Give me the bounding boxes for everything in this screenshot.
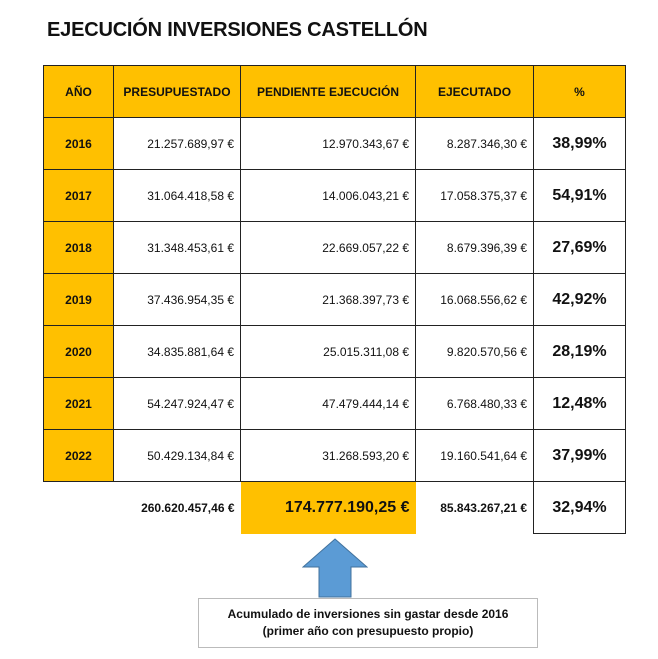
ejecutado-cell: 8.679.396,39 € <box>415 221 534 274</box>
presupuestado-cell: 21.257.689,97 € <box>113 117 241 170</box>
ejecutado-cell: 9.820.570,56 € <box>415 325 534 378</box>
percent-cell: 54,91% <box>533 169 626 222</box>
ejecutado-cell: 17.058.375,37 € <box>415 169 534 222</box>
percent-cell: 38,99% <box>533 117 626 170</box>
table-row: 2018 31.348.453,61 €22.669.057,22 €8.679.… <box>43 221 626 274</box>
year-cell: 2021 <box>43 377 114 430</box>
presupuestado-cell: 54.247.924,47 € <box>113 377 241 430</box>
table-row: 2022 50.429.134,84 €31.268.593,20 €19.160… <box>43 429 626 482</box>
callout-line-2: (primer año con presupuesto propio) <box>262 624 474 638</box>
year-cell: 2016 <box>43 117 114 170</box>
table-row: 2017 31.064.418,58 €14.006.043,21 €17.058… <box>43 169 626 222</box>
total-presupuestado: 260.620.457,46 € <box>141 500 235 515</box>
pendiente-cell: 47.479.444,14 € <box>240 377 416 430</box>
percent-cell: 37,99% <box>533 429 626 482</box>
header-row: AÑO PRESUPUESTADO PENDIENTE EJECUCIÓN EJECU… <box>43 65 626 118</box>
total-percent: 32,94% <box>533 481 626 534</box>
table-row: 2020 34.835.881,64 €25.015.311,08 €9.820.… <box>43 325 626 378</box>
page-title: EJECUCIÓN INVERSIONES CASTELLÓN <box>47 19 428 41</box>
presupuestado-cell: 50.429.134,84 € <box>113 429 241 482</box>
total-pendiente: 174.777.190,25 € <box>240 481 416 534</box>
table-row: 2019 37.436.954,35 €21.368.397,73 €16.068… <box>43 273 626 326</box>
pendiente-cell: 25.015.311,08 € <box>240 325 416 378</box>
ejecutado-cell: 16.068.556,62 € <box>415 273 534 326</box>
header-year: AÑO <box>43 65 114 118</box>
year-cell: 2022 <box>43 429 114 482</box>
header-ejecutado: EJECUTADO <box>415 65 534 118</box>
header-pendiente: PENDIENTE EJECUCIÓN <box>240 65 416 118</box>
up-arrow-icon <box>302 538 368 598</box>
pendiente-cell: 21.368.397,73 € <box>240 273 416 326</box>
presupuestado-cell: 37.436.954,35 € <box>113 273 241 326</box>
presupuestado-cell: 31.348.453,61 € <box>113 221 241 274</box>
callout-box: Acumulado de inversiones sin gastar desd… <box>198 598 538 648</box>
table-row: 2021 54.247.924,47 €47.479.444,14 €6.768.… <box>43 377 626 430</box>
presupuestado-cell: 34.835.881,64 € <box>113 325 241 378</box>
percent-cell: 12,48% <box>533 377 626 430</box>
year-cell: 2017 <box>43 169 114 222</box>
pendiente-cell: 14.006.043,21 € <box>240 169 416 222</box>
percent-cell: 42,92% <box>533 273 626 326</box>
empty-cell <box>44 482 114 534</box>
year-cell: 2019 <box>43 273 114 326</box>
table-row: 2016 21.257.689,97 €12.970.343,67 €8.287.… <box>43 117 626 170</box>
year-cell: 2018 <box>43 221 114 274</box>
callout-line-1: Acumulado de inversiones sin gastar desd… <box>227 607 509 621</box>
ejecutado-cell: 8.287.346,30 € <box>415 117 534 170</box>
totals-row: 260.620.457,46 € 174.777.190,25 € 85.843.2… <box>44 481 626 534</box>
percent-cell: 28,19% <box>533 325 626 378</box>
year-cell: 2020 <box>43 325 114 378</box>
pendiente-cell: 22.669.057,22 € <box>240 221 416 274</box>
header-percent: % <box>533 65 626 118</box>
investment-table: AÑO PRESUPUESTADO PENDIENTE EJECUCIÓN EJECU… <box>43 65 626 534</box>
header-presupuestado: PRESUPUESTADO <box>113 65 241 118</box>
pendiente-cell: 12.970.343,67 € <box>240 117 416 170</box>
ejecutado-cell: 6.768.480,33 € <box>415 377 534 430</box>
percent-cell: 27,69% <box>533 221 626 274</box>
pendiente-cell: 31.268.593,20 € <box>240 429 416 482</box>
ejecutado-cell: 19.160.541,64 € <box>415 429 534 482</box>
total-ejecutado: 85.843.267,21 € <box>440 500 527 515</box>
presupuestado-cell: 31.064.418,58 € <box>113 169 241 222</box>
